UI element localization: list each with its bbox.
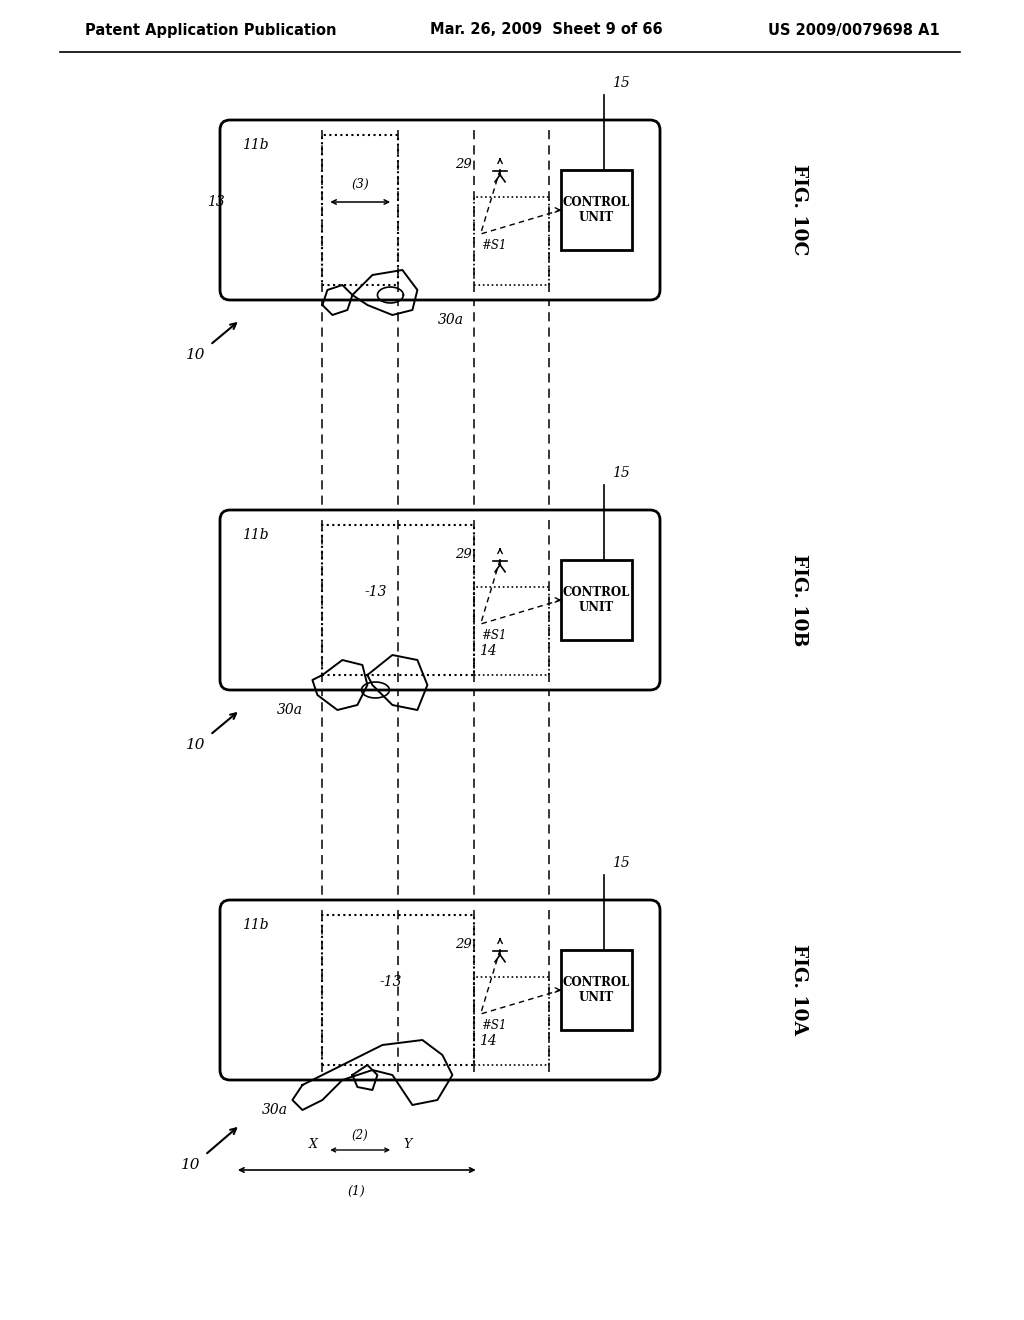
Text: CONTROL
UNIT: CONTROL UNIT xyxy=(563,586,631,614)
Text: X: X xyxy=(308,1138,317,1151)
Text: 14: 14 xyxy=(478,1034,497,1048)
Bar xyxy=(323,135,398,285)
Text: -13: -13 xyxy=(365,585,387,599)
Text: 30a: 30a xyxy=(438,313,464,327)
Bar xyxy=(561,170,632,249)
Text: -13: -13 xyxy=(379,975,401,989)
Text: Mar. 26, 2009  Sheet 9 of 66: Mar. 26, 2009 Sheet 9 of 66 xyxy=(430,22,663,37)
FancyBboxPatch shape xyxy=(220,510,660,690)
Text: FIG. 10B: FIG. 10B xyxy=(790,554,808,645)
Text: 10: 10 xyxy=(180,1158,200,1172)
Text: (1): (1) xyxy=(348,1185,366,1199)
Text: 11b: 11b xyxy=(242,139,268,152)
FancyBboxPatch shape xyxy=(220,900,660,1080)
Text: (3): (3) xyxy=(351,178,369,191)
Text: CONTROL
UNIT: CONTROL UNIT xyxy=(563,195,631,224)
Bar xyxy=(473,197,549,285)
Text: 29: 29 xyxy=(456,158,472,172)
Text: #S1: #S1 xyxy=(480,239,506,252)
Text: 10: 10 xyxy=(185,738,205,752)
Text: US 2009/0079698 A1: US 2009/0079698 A1 xyxy=(768,22,940,37)
Text: 13: 13 xyxy=(207,195,225,209)
Text: Patent Application Publication: Patent Application Publication xyxy=(85,22,337,37)
Text: FIG. 10A: FIG. 10A xyxy=(790,945,808,1035)
Text: 29: 29 xyxy=(456,548,472,561)
Bar xyxy=(561,560,632,640)
Bar xyxy=(473,587,549,675)
Bar xyxy=(323,525,473,675)
Text: 15: 15 xyxy=(611,77,630,90)
Text: #S1: #S1 xyxy=(480,1019,506,1032)
Text: 14: 14 xyxy=(478,644,497,659)
Text: Y: Y xyxy=(403,1138,412,1151)
Text: FIG. 10C: FIG. 10C xyxy=(790,164,808,256)
Text: CONTROL
UNIT: CONTROL UNIT xyxy=(563,975,631,1005)
FancyBboxPatch shape xyxy=(220,120,660,300)
Text: 10: 10 xyxy=(185,348,205,362)
Text: (2): (2) xyxy=(352,1129,369,1142)
Text: 11b: 11b xyxy=(242,528,268,543)
Bar xyxy=(323,915,473,1065)
Text: 30a: 30a xyxy=(276,704,302,717)
Text: 15: 15 xyxy=(611,855,630,870)
Text: 30a: 30a xyxy=(261,1104,288,1117)
Text: 11b: 11b xyxy=(242,917,268,932)
Text: #S1: #S1 xyxy=(480,630,506,642)
Text: 29: 29 xyxy=(456,939,472,952)
Bar xyxy=(561,950,632,1030)
Bar xyxy=(473,977,549,1065)
Text: 15: 15 xyxy=(611,466,630,480)
